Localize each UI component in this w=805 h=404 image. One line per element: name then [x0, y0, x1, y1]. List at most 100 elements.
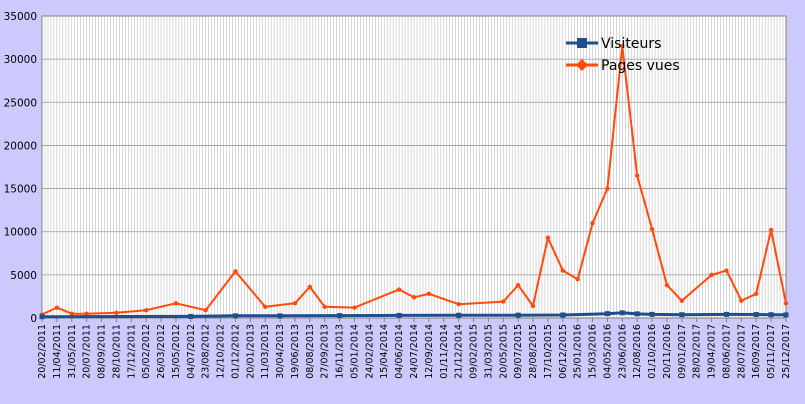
- x-tick-label: 20/02/2011: [37, 324, 48, 379]
- legend-label: Pages vues: [601, 58, 680, 74]
- x-tick-label: 28/02/2017: [692, 324, 703, 379]
- x-tick-label: 24/02/2014: [364, 324, 375, 379]
- data-point: [590, 220, 595, 226]
- x-tick-label: 01/10/2016: [647, 324, 658, 379]
- data-point: [753, 312, 759, 318]
- data-point: [575, 276, 580, 282]
- data-point: [545, 235, 551, 240]
- y-tick-label: 15000: [4, 184, 37, 196]
- x-tick-label: 31/03/2015: [483, 324, 494, 379]
- data-point: [426, 291, 432, 297]
- horizontal-gridlines: [41, 15, 787, 319]
- x-tick-label: 15/04/2014: [379, 324, 390, 379]
- data-point: [69, 311, 74, 316]
- data-point: [411, 295, 417, 300]
- x-tick-label: 06/12/2015: [558, 324, 569, 379]
- x-tick-label: 15/05/2012: [171, 324, 182, 379]
- data-point: [114, 310, 119, 316]
- y-tick-label: 25000: [4, 97, 37, 109]
- x-tick-label: 01/12/2012: [230, 324, 241, 379]
- data-point: [233, 269, 238, 274]
- data-point: [783, 312, 789, 318]
- y-tick-label: 20000: [4, 140, 37, 152]
- y-axis-ticks: 0 5000 10000 15000 20000 25000 30000 35000: [4, 11, 37, 325]
- data-point: [396, 287, 402, 292]
- x-tick-label: 05/02/2012: [141, 324, 152, 379]
- data-point: [620, 44, 625, 49]
- x-tick-label: 17/12/2011: [126, 324, 137, 379]
- data-point: [292, 301, 298, 306]
- data-point: [515, 283, 521, 288]
- data-point: [679, 312, 685, 318]
- x-tick-label: 15/03/2016: [588, 324, 599, 379]
- data-point: [352, 305, 357, 310]
- data-point: [723, 311, 729, 317]
- x-tick-label: 19/04/2017: [707, 324, 718, 379]
- data-point: [768, 312, 774, 318]
- data-point: [649, 226, 655, 232]
- data-point: [724, 268, 729, 273]
- data-point: [54, 305, 60, 310]
- data-point: [605, 186, 610, 191]
- data-point: [619, 310, 625, 316]
- x-tick-label: 12/09/2014: [424, 324, 435, 379]
- x-tick-label: 20/01/2013: [245, 324, 256, 379]
- data-point: [307, 284, 313, 290]
- x-tick-label: 20/05/2015: [498, 324, 509, 379]
- data-point: [396, 312, 402, 318]
- series-line: [41, 311, 787, 319]
- data-point: [173, 301, 179, 306]
- x-tick-label: 20/07/2011: [82, 324, 93, 379]
- y-tick-label: 35000: [4, 11, 37, 23]
- x-tick-label: 28/10/2011: [111, 324, 122, 379]
- y-tick-label: 5000: [10, 270, 37, 282]
- x-tick-label: 26/03/2012: [156, 324, 167, 379]
- x-tick-label: 04/07/2012: [186, 324, 197, 379]
- x-tick-label: 24/07/2014: [409, 324, 420, 379]
- data-point: [783, 301, 789, 306]
- vertical-gridlines: [41, 16, 787, 318]
- data-point: [84, 311, 89, 316]
- x-tick-label: 25/01/2016: [573, 324, 584, 379]
- x-tick-label: 11/03/2013: [260, 324, 271, 379]
- data-point: [530, 303, 536, 309]
- data-point: [232, 313, 238, 319]
- data-point: [456, 301, 461, 307]
- x-tick-label: 04/05/2016: [602, 324, 613, 379]
- x-tick-label: 16/11/2013: [335, 324, 346, 379]
- legend-marker-diamond: [576, 59, 588, 71]
- x-tick-label: 12/08/2016: [632, 324, 643, 379]
- x-tick-label: 05/11/2017: [766, 324, 777, 379]
- data-point: [664, 283, 670, 288]
- data-point: [277, 313, 283, 319]
- data-point: [337, 313, 343, 319]
- data-point: [649, 311, 655, 317]
- x-tick-label: 08/08/2013: [305, 324, 316, 379]
- data-point: [560, 268, 565, 273]
- x-tick-label: 25/12/2017: [781, 324, 792, 379]
- x-tick-label: 16/09/2017: [751, 324, 762, 379]
- data-point: [604, 311, 610, 317]
- data-point: [263, 304, 268, 309]
- x-tick-label: 19/06/2013: [290, 324, 301, 379]
- legend-marker-square: [577, 38, 587, 48]
- x-tick-label: 20/11/2016: [662, 324, 673, 379]
- data-point: [560, 312, 566, 318]
- x-axis-ticks: 20/02/2011 11/04/2011 31/05/2011 20/07/2011…: [37, 318, 792, 379]
- data-point: [188, 313, 194, 319]
- x-tick-label: 27/09/2013: [320, 324, 331, 379]
- x-tick-label: 09/01/2017: [677, 324, 688, 379]
- x-tick-label: 09/07/2015: [513, 324, 524, 379]
- x-tick-label: 05/01/2014: [349, 324, 360, 379]
- x-tick-label: 08/09/2011: [97, 324, 108, 379]
- y-tick-label: 0: [30, 313, 37, 325]
- x-tick-label: 23/06/2016: [617, 324, 628, 379]
- x-tick-label: 23/08/2012: [201, 324, 212, 379]
- data-point: [635, 173, 640, 178]
- x-tick-label: 04/06/2014: [394, 324, 405, 379]
- data-point: [456, 312, 462, 318]
- data-point: [754, 291, 759, 297]
- x-tick-label: 09/02/2015: [469, 324, 480, 379]
